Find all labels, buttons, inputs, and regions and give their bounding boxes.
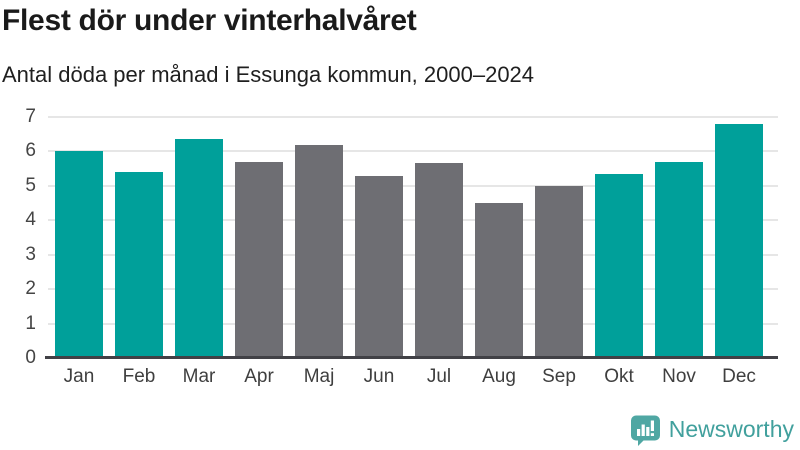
y-tick-label-1: 1 [25,312,36,334]
bar-feb [115,172,163,358]
gridline-4 [48,219,778,222]
x-tick-label-okt: Okt [604,366,634,387]
chart-title: Flest dör under vinterhalvåret [2,4,417,37]
x-tick-label-dec: Dec [722,366,756,387]
x-tick-label-nov: Nov [662,366,696,387]
bar-jun [355,175,403,358]
x-tick-label-feb: Feb [122,366,156,387]
bar-jan [55,151,103,358]
y-tick-label-4: 4 [25,209,36,231]
bar-okt [595,173,643,358]
bar-aug [475,203,523,358]
x-axis: Jan Feb Mar Apr Maj Jun Jul Aug Sep Okt Nov Dec [48,366,778,388]
chart-subtitle: Antal döda per månad i Essunga kommun, 2… [2,62,535,87]
gridline-6 [48,150,778,153]
x-tick-label-maj: Maj [303,366,335,387]
x-tick-label-jan: Jan [63,366,95,387]
y-tick-label-7: 7 [25,106,36,127]
y-tick-label-5: 5 [25,174,36,196]
gridline-7 [48,116,778,118]
gridline-1 [48,322,778,325]
x-axis-line [45,356,778,359]
x-tick-label-mar: Mar [182,366,216,387]
bar-series [48,117,778,358]
bar-sep [535,185,583,358]
x-tick-label-aug: Aug [482,366,516,387]
bar-mar [175,139,223,358]
x-tick-label-apr: Apr [244,366,274,387]
y-tick-label-2: 2 [25,278,36,300]
x-tick-label-jul: Jul [426,366,452,387]
gridline-5 [48,184,778,187]
y-tick-label-3: 3 [25,243,36,265]
bar-nov [655,161,703,358]
y-tick-label-0: 0 [25,347,36,368]
x-tick-label-jun: Jun [363,366,395,387]
brand-footer: Newsworthy [629,414,794,447]
bar-apr [235,161,283,358]
x-tick-label-sep: Sep [542,366,576,387]
newsworthy-logo-icon [629,414,662,447]
bar-jul [415,163,463,358]
bar-dec [715,123,763,358]
brand-name: Newsworthy [668,415,794,442]
gridline-2 [48,288,778,291]
y-tick-label-6: 6 [25,140,36,162]
plot-area [48,116,778,358]
y-axis: 0 1 2 3 4 5 6 7 [0,106,36,368]
bar-maj [295,144,343,358]
gridline-3 [48,253,778,256]
